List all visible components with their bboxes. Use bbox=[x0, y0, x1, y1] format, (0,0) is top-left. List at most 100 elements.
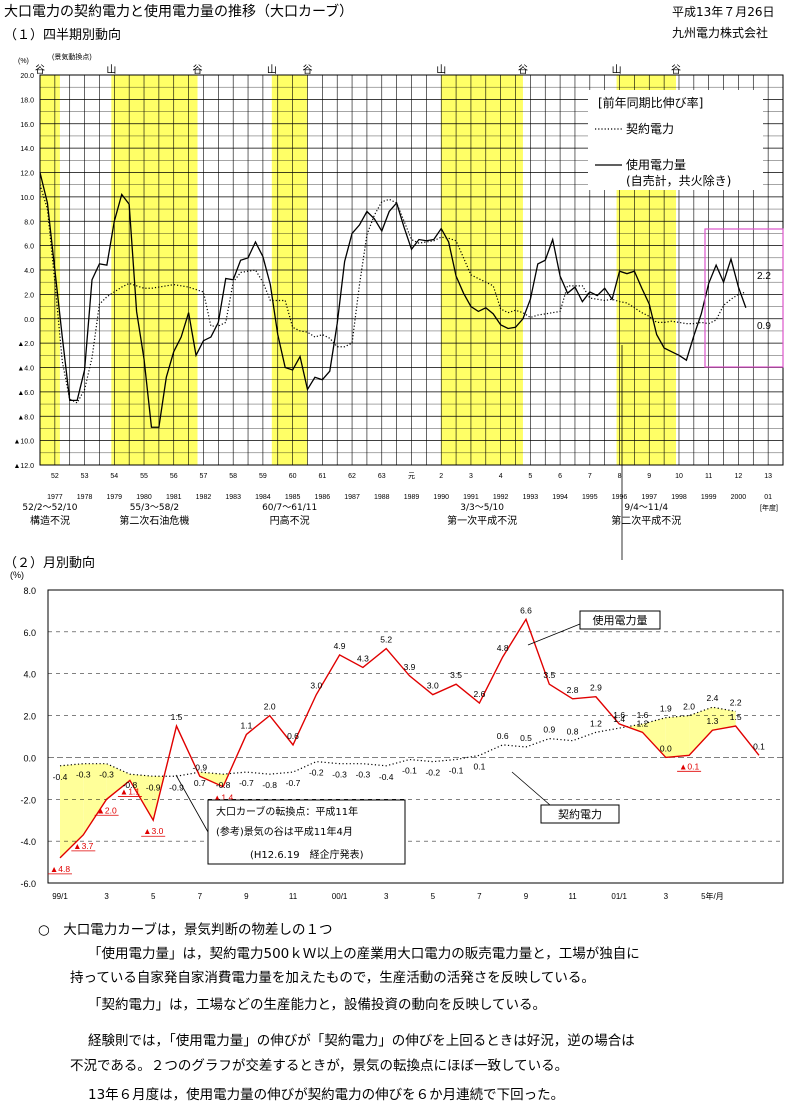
contract-data-label: 0.7 bbox=[194, 778, 206, 788]
recession-dates-4: 9/4～11/4 bbox=[624, 503, 668, 513]
note-line-6: 不況である。２つのグラフが交差するときが，景気の転換点にほぼ一致している。 bbox=[70, 1058, 569, 1074]
usage-data-label: 1.2 bbox=[637, 718, 649, 728]
x-fiscal-label: 1990 bbox=[433, 494, 449, 501]
y-tick-label: ▲12.0 bbox=[13, 463, 34, 470]
x-year-label: 11 bbox=[705, 473, 712, 480]
gap-fill bbox=[642, 717, 666, 758]
contract-data-label: 0.9 bbox=[543, 725, 555, 735]
y-tick-label: 4.0 bbox=[24, 268, 34, 275]
y-tick-label: 2.0 bbox=[24, 292, 34, 299]
x-year-label: 54 bbox=[110, 473, 118, 480]
contract-series-line bbox=[59, 706, 736, 777]
usage-data-label: 2.6 bbox=[473, 689, 485, 699]
y-tick-label: 12.0 bbox=[20, 171, 34, 178]
peak-trough-mark: 谷 bbox=[518, 64, 528, 76]
usage-callout-box bbox=[579, 610, 661, 630]
turning-point-line-1: 大口カーブの転換点：平成11年 bbox=[216, 805, 358, 818]
report-date: 平成13年７月26日 bbox=[672, 5, 775, 19]
usage-data-label: 3.0 bbox=[427, 681, 439, 691]
contract-data-label: 0.5 bbox=[520, 733, 532, 743]
usage-data-label: 1.1 bbox=[240, 720, 252, 730]
x-year-label: 4 bbox=[499, 473, 503, 480]
peak-trough-mark: 山 bbox=[436, 64, 446, 76]
usage-series-line bbox=[39, 172, 747, 428]
note-line-2: 「使用電力量」は，契約電力500ｋＷ以上の産業用大口電力の販売電力量と，工場が独… bbox=[88, 946, 640, 962]
recession-dates-1: 55/3～58/2 bbox=[130, 503, 179, 513]
x-year-label: 2 bbox=[439, 473, 443, 480]
contract-data-label: -0.2 bbox=[309, 768, 324, 778]
contract-data-label: 2.4 bbox=[706, 693, 718, 703]
usage-data-label: ▲2.0 bbox=[96, 805, 117, 815]
peak-trough-mark: 谷 bbox=[671, 64, 681, 76]
usage-data-label: 1.5 bbox=[171, 712, 183, 722]
usage-data-label: 0.0 bbox=[660, 743, 672, 753]
x-tick-label: 11 bbox=[568, 892, 577, 901]
y-tick-label: 0.0 bbox=[23, 753, 36, 763]
x-year-label: 55 bbox=[140, 473, 148, 480]
x-year-label: 3 bbox=[469, 473, 473, 480]
contract-data-label: -0.7 bbox=[286, 778, 301, 788]
x-fiscal-label: 1980 bbox=[136, 494, 152, 501]
x-year-label: 7 bbox=[588, 473, 592, 480]
x-year-label: 5 bbox=[528, 473, 532, 480]
contract-data-label: 1.6 bbox=[637, 710, 649, 720]
x-year-label: 61 bbox=[318, 473, 326, 480]
x-fiscal-label: 1984 bbox=[255, 494, 271, 501]
contract-data-label: 2.2 bbox=[730, 697, 742, 707]
gap-fill bbox=[712, 707, 736, 731]
turning-point-box bbox=[207, 799, 406, 865]
x-tick-label: 9 bbox=[244, 892, 249, 901]
section-quarterly-title: （１）四半期別動向 bbox=[4, 28, 122, 43]
y-tick-label: -4.0 bbox=[20, 837, 36, 847]
x-fiscal-label: 1998 bbox=[671, 494, 687, 501]
x-fiscal-label: 1979 bbox=[107, 494, 123, 501]
x-tick-label: 5 bbox=[431, 892, 436, 901]
highlight-box bbox=[704, 228, 784, 368]
y-tick-label: 10.0 bbox=[20, 195, 34, 202]
contract-data-label: 0.1 bbox=[473, 761, 485, 771]
recession-name-1: 第二次石油危機 bbox=[119, 514, 189, 527]
x-unit-label: [年度] bbox=[760, 503, 778, 512]
usage-data-label: 3.9 bbox=[404, 662, 416, 672]
x-tick-label: 5年/月 bbox=[701, 891, 724, 901]
x-year-label: 12 bbox=[735, 473, 743, 480]
y-tick-label: ▲2.0 bbox=[17, 341, 34, 348]
usage-data-label: 2.8 bbox=[567, 685, 579, 695]
contract-data-label: -0.4 bbox=[379, 772, 394, 782]
contract-data-label: -0.7 bbox=[239, 778, 254, 788]
y-tick-label: 0.0 bbox=[24, 317, 34, 324]
gap-fill bbox=[665, 715, 690, 758]
contract-data-label: -0.8 bbox=[262, 780, 277, 790]
x-fiscal-label: 1977 bbox=[47, 494, 63, 501]
usage-data-label: -0.9 bbox=[192, 762, 207, 772]
note-line-1: ○ 大口電力カーブは，景気判断の物差しの１つ bbox=[38, 922, 333, 938]
legend-box bbox=[588, 90, 763, 190]
contract-data-label: 2.0 bbox=[683, 702, 695, 712]
usage-data-label: 3.5 bbox=[450, 670, 462, 680]
peak-trough-mark: 谷 bbox=[193, 64, 203, 76]
x-fiscal-label: 1999 bbox=[701, 494, 717, 501]
usage-callout-label: 使用電力量 bbox=[593, 614, 648, 627]
usage-data-label: 3.5 bbox=[543, 670, 555, 680]
note-line-3: 持っている自家発自家消費電力量を加えたもので，生産活動の活発さを反映している。 bbox=[70, 970, 595, 986]
x-year-label: 8 bbox=[618, 473, 622, 480]
gap-fill bbox=[83, 763, 107, 835]
x-year-label: 10 bbox=[675, 473, 683, 480]
y-tick-label: 16.0 bbox=[20, 122, 34, 129]
usage-data-label: 1.3 bbox=[706, 716, 718, 726]
note-line-4: 「契約電力」は，工場などの生産能力と，設備投資の動向を反映している。 bbox=[88, 997, 547, 1013]
contract-data-label: 1.9 bbox=[660, 704, 672, 714]
x-year-label: 53 bbox=[81, 473, 89, 480]
x-fiscal-label: 1988 bbox=[374, 494, 390, 501]
contract-data-label: -0.8 bbox=[216, 780, 231, 790]
x-year-label: 56 bbox=[170, 473, 178, 480]
usage-data-label: 2.0 bbox=[264, 702, 276, 712]
y-axis-unit: (%) bbox=[10, 570, 24, 580]
y-tick-label: 8.0 bbox=[24, 219, 34, 226]
gap-fill bbox=[60, 763, 84, 858]
x-tick-label: 11 bbox=[289, 892, 298, 901]
recession-dates-2: 60/7～61/11 bbox=[262, 503, 317, 513]
usage-data-label: ▲0.1 bbox=[679, 761, 700, 771]
usage-data-label: ▲3.7 bbox=[73, 841, 94, 851]
